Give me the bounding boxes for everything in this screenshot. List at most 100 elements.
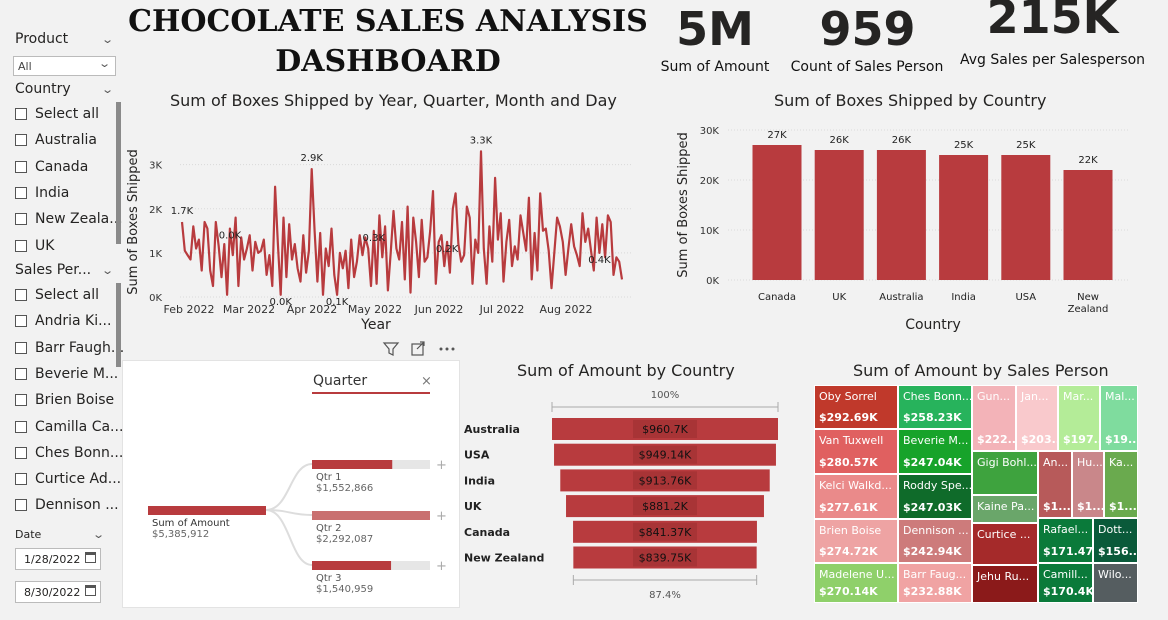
treemap-cell-value: $274.72K [819, 545, 878, 558]
treemap-cell[interactable]: Dennison ... $242.94K [898, 519, 972, 563]
data-label: $913.76K [639, 474, 692, 487]
treemap-cell[interactable]: Wilo... [1093, 563, 1138, 603]
dashboard-title-line2: DASHBOARD [275, 44, 501, 79]
checkbox[interactable] [15, 473, 27, 486]
date-start-input[interactable]: 1/28/2022 [15, 548, 101, 570]
x-tick-label: May 2022 [348, 303, 402, 316]
treemap-cell[interactable]: Ches Bonn... $258.23K [898, 385, 972, 429]
data-label: 3.3K [470, 135, 493, 146]
data-label: $839.75K [639, 552, 692, 565]
category-label: USA [464, 449, 490, 462]
treemap-cell[interactable]: Van Tuxwell $280.57K [814, 429, 898, 474]
treemap-cell[interactable]: Curtice ... [972, 523, 1038, 565]
country-option[interactable]: India [15, 183, 69, 203]
treemap-cell[interactable]: Madelene U... $270.14K [814, 563, 898, 603]
decomp-header-quarter[interactable]: Quarter [313, 373, 368, 389]
treemap-cell[interactable]: Kelci Walkd... $277.61K [814, 474, 898, 519]
data-label: 25K [1016, 140, 1036, 151]
checkbox[interactable] [15, 315, 27, 328]
country-option[interactable]: Canada [15, 157, 88, 177]
treemap-cell[interactable]: Hu... $1... [1072, 451, 1104, 518]
x-axis-title: Country [905, 317, 961, 333]
salesperson-option[interactable]: Andria Ki... [15, 311, 111, 331]
calendar-icon[interactable] [85, 552, 96, 563]
salesperson-option[interactable]: Brien Boise [15, 390, 114, 410]
treemap-cell[interactable]: Jan... $203... [1016, 385, 1058, 451]
country-option[interactable]: UK [15, 236, 54, 256]
y-tick-label: 2K [149, 205, 162, 216]
checkbox[interactable] [15, 420, 27, 433]
treemap-cell[interactable]: Oby Sorrel $292.69K [814, 385, 898, 429]
checkbox[interactable] [15, 186, 27, 199]
checkbox[interactable] [15, 394, 27, 407]
checkbox[interactable] [15, 499, 27, 512]
y-axis-title: Sum of Boxes Shipped [126, 149, 141, 294]
checkbox[interactable] [15, 446, 27, 459]
treemap-cell[interactable]: Mar... $197... [1058, 385, 1100, 451]
treemap-cell[interactable]: Kaine Pa... [972, 495, 1038, 523]
country-scrollbar[interactable] [116, 102, 121, 244]
treemap-cell[interactable]: Rafael... $171.47K [1038, 518, 1093, 563]
salesperson-option[interactable]: Select all [15, 285, 99, 305]
salesperson-option[interactable]: Curtice Ad... [15, 469, 121, 489]
salesperson-option[interactable]: Camilla Ca... [15, 417, 123, 437]
x-tick-label: Apr 2022 [287, 303, 338, 316]
filter-icon[interactable] [382, 342, 400, 356]
chevron-down-icon[interactable]: ⌄ [101, 33, 115, 46]
chevron-down-icon[interactable]: ⌄ [101, 83, 115, 96]
country-option[interactable]: Australia [15, 130, 97, 150]
dashboard-title-line1: CHOCOLATE SALES ANALYSIS [128, 4, 648, 39]
product-dropdown[interactable]: All ⌄ [13, 56, 116, 76]
salesperson-option[interactable]: Beverie M... [15, 364, 118, 384]
country-option[interactable]: New Zeala... [15, 209, 123, 229]
chevron-down-icon: ⌄ [98, 57, 112, 70]
treemap-cell-name: Gigi Bohl... [977, 456, 1037, 469]
treemap-cell[interactable]: Brien Boise $274.72K [814, 519, 898, 563]
treemap-cell[interactable]: Mal... $19... [1100, 385, 1138, 451]
checkbox[interactable] [15, 134, 27, 147]
focus-mode-icon[interactable] [411, 341, 425, 356]
funnel-label-bg [633, 420, 697, 438]
treemap-cell[interactable]: Beverie M... $247.04K [898, 429, 972, 474]
treemap-cell[interactable]: Ka... $1... [1104, 451, 1138, 518]
treemap-cell-name: Brien Boise [819, 524, 882, 537]
visual-header-icons [382, 340, 458, 358]
country-option-label: New Zeala... [35, 211, 123, 228]
decomposition-tree[interactable]: Sum of Amount$5,385,912 + Qtr 1$1,552,866 +… [140, 440, 460, 600]
chevron-down-icon[interactable]: ⌄ [101, 264, 115, 277]
salesperson-option[interactable]: Barr Faugh... [15, 338, 124, 358]
treemap-cell[interactable]: Gun... $222.... [972, 385, 1016, 451]
checkbox[interactable] [15, 108, 27, 120]
country-option-label: Select all [35, 106, 99, 122]
bar-chart[interactable]: 0K 10K 20K 30K Sum of Boxes Shipped Country 27… [668, 112, 1138, 337]
more-options-icon[interactable] [439, 347, 455, 351]
treemap-cell[interactable]: An... $1... [1038, 451, 1072, 518]
checkbox[interactable] [15, 239, 27, 252]
treemap-cell[interactable]: Roddy Spe... $247.03K [898, 474, 972, 519]
treemap-cell[interactable]: Camill... $170.4K [1038, 563, 1093, 603]
checkbox[interactable] [15, 160, 27, 173]
checkbox[interactable] [15, 213, 27, 226]
date-end-input[interactable]: 8/30/2022 [15, 581, 101, 603]
funnel-chart[interactable]: 100% $960.7K Australia $949.14K USA $913.76K I… [460, 382, 790, 607]
salesperson-scrollbar[interactable] [116, 283, 121, 367]
treemap-cell-name: Ches Bonn... [903, 390, 972, 403]
country-option-label: Canada [35, 158, 89, 175]
salesperson-option[interactable]: Ches Bonn... [15, 443, 123, 463]
treemap-cell[interactable]: Dott... $156.... [1093, 518, 1138, 563]
checkbox[interactable] [15, 341, 27, 354]
close-icon[interactable]: × [421, 374, 432, 389]
treemap[interactable]: Oby Sorrel $292.69K Van Tuxwell $280.57K Kel… [814, 385, 1138, 603]
country-option[interactable]: Select all [15, 104, 99, 124]
checkbox[interactable] [15, 289, 27, 301]
chevron-down-icon[interactable]: ⌄ [92, 528, 106, 541]
salesperson-option[interactable]: Dennison ... [15, 495, 119, 515]
line-chart[interactable]: 0K 1K 2K 3K Sum of Boxes Shipped Year Feb 2022… [122, 112, 642, 337]
treemap-cell[interactable]: Barr Faug... $232.88K [898, 563, 972, 603]
y-tick-label: 30K [700, 126, 720, 137]
calendar-icon[interactable] [85, 585, 96, 596]
treemap-cell[interactable]: Jehu Ru... [972, 565, 1038, 603]
treemap-cell-value: $1... [1109, 500, 1137, 513]
treemap-cell[interactable]: Gigi Bohl... [972, 451, 1038, 495]
checkbox[interactable] [15, 367, 27, 380]
